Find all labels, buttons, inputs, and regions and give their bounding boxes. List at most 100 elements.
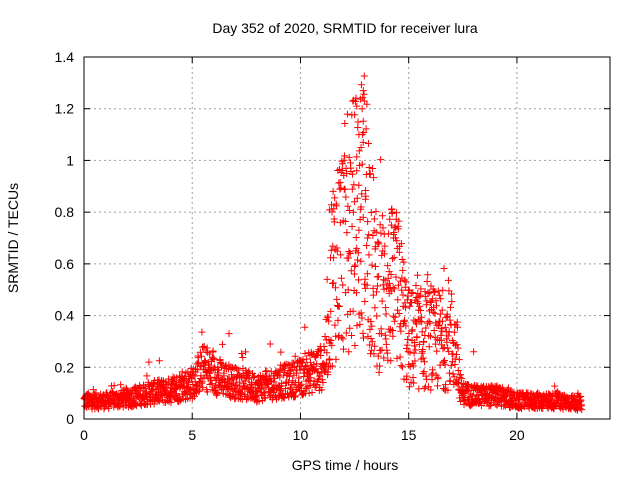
data-point [355, 276, 363, 284]
data-point [308, 388, 316, 396]
data-point [313, 368, 321, 376]
data-point [374, 352, 382, 360]
data-point [349, 170, 357, 178]
y-tick-label: 0.4 [55, 308, 75, 324]
data-point [358, 105, 366, 113]
data-point [168, 388, 176, 396]
data-point [446, 377, 454, 385]
data-point [331, 321, 339, 329]
data-point [364, 234, 372, 242]
data-point [352, 234, 360, 242]
data-point [289, 377, 297, 385]
chart-title: Day 352 of 2020, SRMTID for receiver lur… [212, 20, 478, 36]
data-point [332, 332, 340, 340]
y-tick-label: 0.8 [55, 204, 75, 220]
data-point [445, 328, 453, 336]
data-point [143, 372, 151, 380]
data-point [205, 369, 213, 377]
y-tick-label: 0 [66, 411, 74, 427]
data-point [392, 209, 400, 217]
data-point [330, 254, 338, 262]
data-point [390, 254, 398, 262]
data-point [331, 284, 339, 292]
data-point [413, 298, 421, 306]
data-point [123, 385, 131, 393]
data-point [372, 288, 380, 296]
data-point [356, 320, 364, 328]
data-point [351, 261, 359, 269]
data-point [448, 298, 456, 306]
data-point [370, 215, 378, 223]
data-point [455, 378, 463, 386]
data-point [155, 357, 163, 365]
data-point [176, 384, 184, 392]
data-point [464, 387, 472, 395]
data-point [176, 397, 184, 405]
x-tick-label: 0 [80, 427, 88, 443]
data-point [359, 87, 367, 95]
data-point [225, 375, 233, 383]
data-point [317, 352, 325, 360]
data-point [220, 372, 228, 380]
data-point [227, 380, 235, 388]
data-point [436, 310, 444, 318]
data-point [444, 276, 452, 284]
data-point [336, 178, 344, 186]
data-point [396, 323, 404, 331]
data-point [359, 213, 367, 221]
data-point [457, 397, 465, 405]
data-point [359, 329, 367, 337]
data-point [367, 209, 375, 217]
data-point [397, 240, 405, 248]
data-point [357, 309, 365, 317]
data-point [192, 382, 200, 390]
data-point [374, 282, 382, 290]
data-point [418, 318, 426, 326]
data-point [396, 353, 404, 361]
data-point [310, 377, 318, 385]
data-point [415, 340, 423, 348]
data-point [407, 289, 415, 297]
data-point [378, 297, 386, 305]
data-point [343, 170, 351, 178]
data-point [352, 94, 360, 102]
data-point [402, 304, 410, 312]
data-point [382, 310, 390, 318]
y-axis-label: SRMTID / TECUs [5, 183, 21, 293]
data-point [437, 331, 445, 339]
data-point [372, 228, 380, 236]
data-point [405, 383, 413, 391]
data-point [344, 286, 352, 294]
data-point [390, 234, 398, 242]
data-point [427, 298, 435, 306]
data-point [393, 354, 401, 362]
data-point [252, 388, 260, 396]
data-point [305, 389, 313, 397]
data-point [395, 217, 403, 225]
data-point [347, 267, 355, 275]
data-point [394, 306, 402, 314]
data-point [172, 391, 180, 399]
data-point [366, 325, 374, 333]
data-series [80, 72, 586, 414]
data-point [418, 349, 426, 357]
data-point [431, 310, 439, 318]
data-point [291, 393, 299, 401]
data-point [198, 328, 206, 336]
data-point [295, 374, 303, 382]
data-point [298, 359, 306, 367]
data-point [375, 273, 383, 281]
data-point [342, 329, 350, 337]
data-point [355, 226, 363, 234]
data-point [342, 193, 350, 201]
data-point [352, 289, 360, 297]
data-point [145, 358, 153, 366]
data-point [310, 360, 318, 368]
data-point [328, 201, 336, 209]
data-point [243, 396, 251, 404]
data-point [245, 367, 253, 375]
data-point [420, 368, 428, 376]
data-point [446, 316, 454, 324]
data-point [368, 346, 376, 354]
data-point [452, 350, 460, 358]
